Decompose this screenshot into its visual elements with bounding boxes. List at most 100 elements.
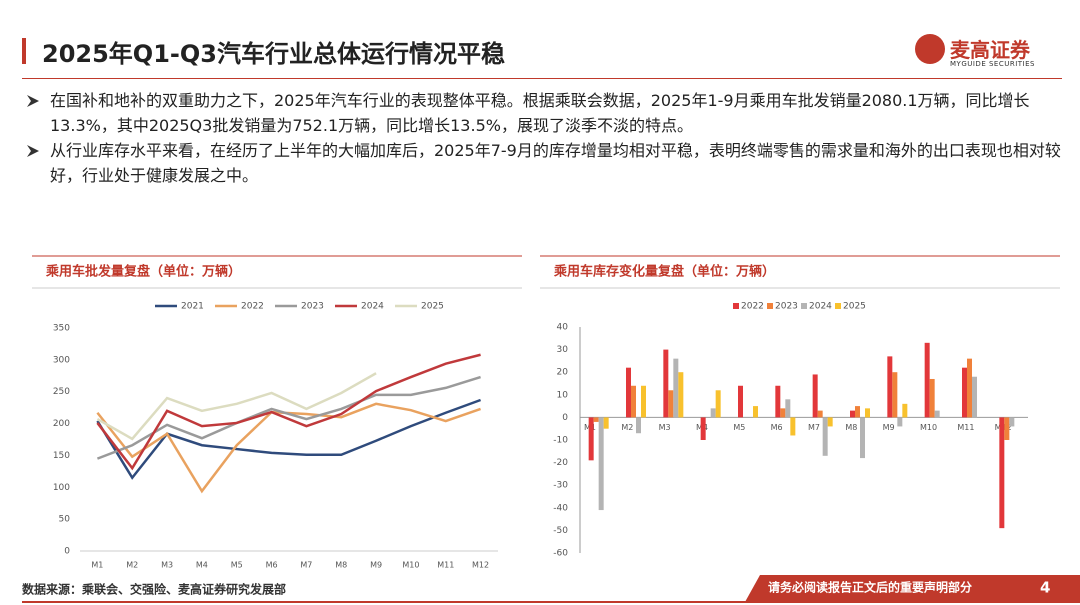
x-tick-label: M11 bbox=[957, 423, 974, 432]
x-tick-label: M8 bbox=[335, 561, 347, 570]
bullet-arrow bbox=[27, 145, 39, 157]
bar bbox=[812, 374, 818, 418]
bar bbox=[715, 390, 721, 418]
legend-label: 2022 bbox=[241, 302, 264, 312]
bullet: 在国补和地补的双重助力之下，2025年汽车行业的表现整体平稳。根据乘联会数据，2… bbox=[22, 88, 1062, 138]
bar bbox=[934, 410, 940, 418]
bar bbox=[700, 417, 706, 440]
bar bbox=[668, 390, 674, 418]
y-tick-label: 0 bbox=[562, 413, 568, 423]
slide-title: 2025年Q1-Q3汽车行业总体运行情况平稳 bbox=[42, 40, 505, 68]
legend-swatch bbox=[801, 303, 807, 309]
legend-swatch bbox=[835, 303, 841, 309]
bar bbox=[897, 417, 903, 427]
x-tick-label: M4 bbox=[196, 561, 208, 570]
bar bbox=[775, 385, 781, 418]
bar bbox=[865, 408, 870, 418]
bar bbox=[785, 399, 791, 418]
bar bbox=[850, 410, 855, 418]
y-tick-label: 30 bbox=[557, 345, 569, 355]
bar bbox=[636, 417, 641, 434]
bar bbox=[593, 417, 599, 422]
bar bbox=[626, 367, 631, 418]
bar bbox=[962, 367, 967, 418]
bar bbox=[753, 406, 758, 418]
legend-swatch bbox=[767, 303, 773, 309]
legend-label: 2023 bbox=[775, 302, 798, 312]
bar bbox=[860, 417, 865, 459]
y-tick-label: 10 bbox=[557, 390, 569, 400]
notice: 请务必阅读报告正文后的重要声明部分 bbox=[768, 580, 972, 595]
line-series bbox=[96, 375, 481, 460]
legend-swatch bbox=[733, 303, 739, 309]
page-number: 4 bbox=[1040, 579, 1050, 597]
bar bbox=[598, 417, 604, 511]
bar bbox=[887, 356, 893, 418]
x-tick-label: M5 bbox=[231, 561, 243, 570]
y-tick-label: 40 bbox=[557, 323, 569, 333]
bar bbox=[972, 376, 977, 418]
y-tick-label: 100 bbox=[53, 483, 70, 493]
legend-label: 2023 bbox=[301, 302, 324, 312]
x-tick-label: M11 bbox=[437, 561, 454, 570]
x-tick-label: M9 bbox=[883, 423, 895, 432]
x-tick-label: M7 bbox=[808, 423, 820, 432]
y-tick-label: -10 bbox=[553, 436, 568, 446]
title-marker bbox=[22, 38, 26, 64]
bar bbox=[678, 372, 684, 418]
bar bbox=[641, 385, 646, 418]
bar bbox=[603, 417, 609, 429]
bullet-arrow bbox=[27, 95, 39, 107]
bar bbox=[902, 403, 908, 418]
y-tick-label: 20 bbox=[557, 368, 569, 378]
bullet: 从行业库存水平来看，在经历了上半年的大幅加库后，2025年7-9月的库存增量均相… bbox=[22, 138, 1062, 188]
x-tick-label: M7 bbox=[300, 561, 312, 570]
y-tick-label: 150 bbox=[53, 451, 70, 461]
y-tick-label: 250 bbox=[53, 387, 70, 397]
legend-label: 2025 bbox=[421, 302, 444, 312]
x-tick-label: M6 bbox=[771, 423, 783, 432]
y-tick-label: -20 bbox=[553, 458, 568, 468]
bullet-text: 从行业库存水平来看，在经历了上半年的大幅加库后，2025年7-9月的库存增量均相… bbox=[50, 141, 1061, 185]
x-tick-label: M3 bbox=[659, 423, 671, 432]
legend-label: 2021 bbox=[181, 302, 204, 312]
y-tick-label: -50 bbox=[553, 526, 568, 536]
bullet-list: 在国补和地补的双重助力之下，2025年汽车行业的表现整体平稳。根据乘联会数据，2… bbox=[22, 88, 1062, 188]
bar bbox=[855, 406, 860, 418]
bar bbox=[967, 358, 972, 418]
y-tick-label: 0 bbox=[64, 547, 70, 557]
line-series bbox=[96, 398, 482, 480]
x-tick-label: M12 bbox=[472, 561, 489, 570]
bar bbox=[790, 417, 796, 436]
bar bbox=[999, 417, 1005, 529]
bar bbox=[822, 417, 828, 456]
bar bbox=[924, 342, 930, 418]
y-tick-label: 200 bbox=[53, 419, 70, 429]
legend-label: 2024 bbox=[809, 302, 832, 312]
y-tick-label: -60 bbox=[553, 549, 568, 559]
bar bbox=[1009, 417, 1015, 427]
bar bbox=[673, 358, 679, 418]
bar bbox=[663, 349, 669, 418]
bullet-text: 在国补和地补的双重助力之下，2025年汽车行业的表现整体平稳。根据乘联会数据，2… bbox=[50, 91, 1030, 135]
x-tick-label: M10 bbox=[402, 561, 419, 570]
header-rule bbox=[22, 78, 1062, 79]
bar bbox=[738, 385, 743, 418]
x-tick-label: M8 bbox=[845, 423, 857, 432]
x-tick-label: M6 bbox=[266, 561, 278, 570]
bar bbox=[892, 372, 898, 418]
line-series bbox=[96, 353, 481, 471]
bar bbox=[710, 408, 716, 418]
chart-title: 乘用车批发量复盘（单位：万辆） bbox=[45, 264, 241, 280]
y-tick-label: -30 bbox=[553, 481, 568, 491]
y-tick-label: -40 bbox=[553, 503, 568, 513]
x-tick-label: M9 bbox=[370, 561, 382, 570]
logo-icon bbox=[915, 34, 945, 64]
bar bbox=[827, 417, 833, 427]
line-series bbox=[96, 372, 377, 441]
bar bbox=[1004, 417, 1010, 440]
legend-label: 2022 bbox=[741, 302, 764, 312]
bar bbox=[631, 385, 636, 418]
